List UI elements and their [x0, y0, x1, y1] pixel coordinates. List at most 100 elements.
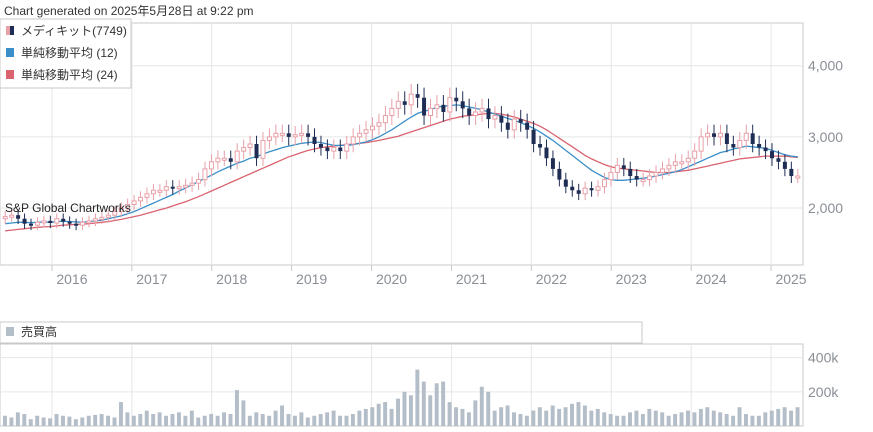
- volume-bar: [550, 405, 555, 426]
- volume-bar: [518, 414, 523, 426]
- candle: [595, 180, 601, 197]
- volume-bar: [344, 415, 349, 426]
- candle: [202, 161, 208, 187]
- volume-bar: [795, 407, 800, 426]
- volume-bar: [93, 414, 98, 426]
- candle: [795, 169, 801, 184]
- volume-bar: [724, 414, 729, 426]
- candle: [105, 209, 111, 223]
- candle: [48, 215, 53, 229]
- candle: [92, 213, 98, 227]
- volume-bar: [415, 369, 420, 426]
- volume-bar: [325, 412, 330, 426]
- volume-bar: [312, 415, 317, 426]
- volume-bar: [615, 415, 620, 426]
- volume-bar: [22, 414, 27, 426]
- candle: [518, 109, 523, 132]
- volume-bar: [505, 405, 510, 426]
- volume-bar: [67, 416, 72, 426]
- candle: [247, 135, 253, 156]
- candle: [467, 98, 472, 125]
- candle: [531, 120, 536, 153]
- candle: [447, 87, 453, 122]
- candle: [525, 113, 530, 139]
- candle: [544, 139, 549, 166]
- candle: [576, 183, 581, 201]
- volume-bar: [647, 408, 652, 426]
- volume-bar: [60, 415, 65, 426]
- volume-bar: [196, 417, 201, 426]
- volume-bar: [396, 398, 400, 426]
- candle: [653, 165, 659, 184]
- volume-bar: [402, 391, 407, 426]
- candle: [563, 172, 568, 194]
- volume-bar: [705, 407, 710, 426]
- volume-bar: [750, 415, 755, 426]
- volume-bar: [737, 407, 742, 426]
- volume-bar: [608, 414, 613, 426]
- volume-bar: [48, 418, 53, 426]
- volume-bar: [338, 415, 343, 426]
- volume-bar: [350, 414, 355, 426]
- candle: [266, 128, 272, 149]
- candle: [67, 216, 72, 229]
- volume-bar: [621, 415, 626, 426]
- volume-bar: [318, 414, 323, 426]
- candle: [621, 157, 626, 177]
- volume-bar: [9, 417, 14, 426]
- candle: [454, 87, 459, 112]
- candle: [698, 128, 704, 160]
- volume-bar: [357, 410, 362, 426]
- volume-bar: [286, 414, 291, 426]
- candle: [750, 124, 755, 153]
- volume-bar: [421, 381, 426, 426]
- y-tick-label: 3,000: [808, 129, 843, 145]
- candle: [415, 83, 420, 108]
- candle: [176, 180, 182, 195]
- candle: [215, 150, 221, 170]
- volume-bar: [176, 412, 181, 426]
- candle: [9, 209, 15, 222]
- volume-bar: [228, 414, 233, 426]
- candle: [131, 194, 137, 211]
- volume-bar: [118, 402, 123, 426]
- volume-bar: [679, 412, 684, 426]
- x-tick-label: 2018: [216, 271, 247, 287]
- volume-bar: [144, 410, 149, 426]
- candle: [614, 157, 620, 180]
- candle: [395, 91, 401, 119]
- volume-bar: [15, 412, 20, 426]
- volume-bar: [634, 410, 639, 426]
- candle: [628, 161, 633, 184]
- candle: [28, 218, 33, 231]
- candle: [382, 106, 388, 132]
- candle: [292, 126, 298, 146]
- volume-y-tick-label: 400k: [808, 350, 839, 366]
- volume-bar: [54, 414, 59, 426]
- volume-bar: [763, 412, 768, 426]
- candle: [601, 172, 607, 194]
- candle: [505, 113, 510, 139]
- candle: [144, 187, 150, 204]
- volume-bar: [640, 414, 645, 426]
- candle: [589, 181, 594, 197]
- price-legend: メディキット(7749) 単純移動平均 (12) 単純移動平均 (24): [0, 18, 132, 89]
- volume-bar: [531, 410, 536, 426]
- candle: [344, 135, 350, 160]
- volume-bar: [202, 415, 207, 426]
- candle: [389, 98, 395, 125]
- volume-bar: [299, 412, 304, 426]
- candle: [679, 154, 685, 170]
- candle: [41, 215, 47, 228]
- volume-bar: [234, 390, 239, 426]
- sma24-series-line: [5, 112, 798, 232]
- candle: [325, 139, 330, 160]
- candle: [782, 154, 787, 177]
- candle: [427, 98, 433, 125]
- volume-bar: [434, 383, 439, 426]
- volume-bar: [241, 400, 246, 426]
- y-tick-label: 2,000: [808, 200, 843, 216]
- volume-bar: [589, 410, 594, 426]
- candle: [170, 180, 175, 195]
